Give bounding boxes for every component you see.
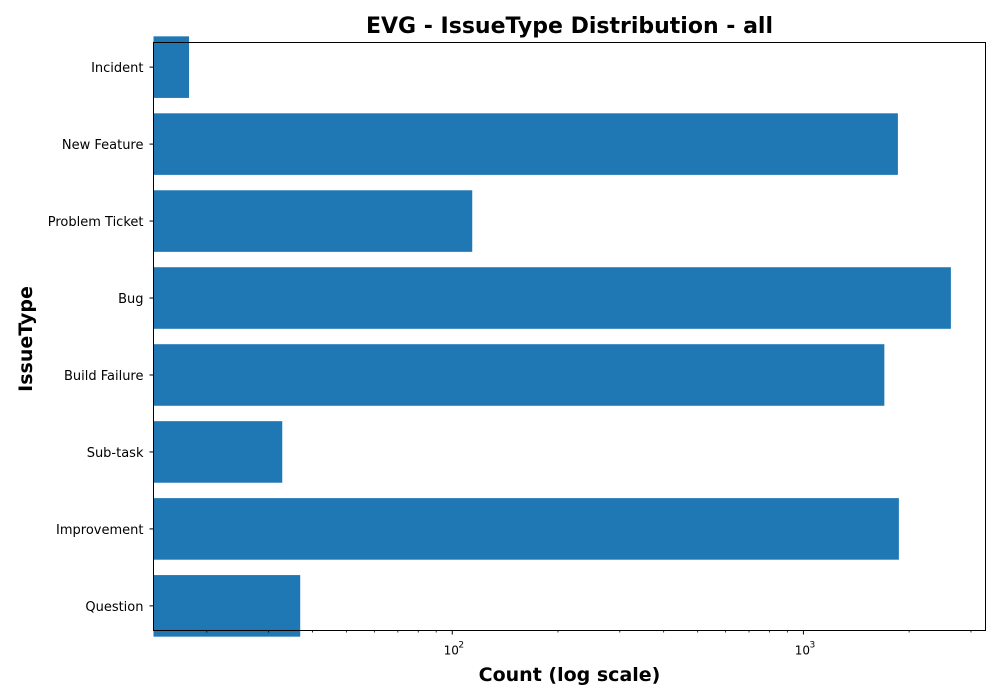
bar-sub-task bbox=[153, 421, 283, 483]
y-tick-label-new-feature: New Feature bbox=[62, 138, 144, 153]
bar-bug bbox=[153, 267, 951, 329]
y-tick-label-improvement: Improvement bbox=[56, 523, 143, 538]
x-tick-label-exponent: 3 bbox=[810, 641, 816, 651]
bars-layer bbox=[153, 36, 951, 637]
y-tick-label-bug: Bug bbox=[118, 292, 143, 307]
y-tick-label-incident: Incident bbox=[91, 61, 143, 76]
y-tick-label-sub-task: Sub-task bbox=[87, 446, 144, 461]
x-tick-label: 10 bbox=[795, 644, 810, 658]
bar-incident bbox=[153, 36, 190, 98]
chart-title: EVG - IssueType Distribution - all bbox=[366, 14, 773, 39]
y-axis-label: IssueType bbox=[15, 286, 37, 392]
ticks-layer: Incident New Feature Problem Ticket Bug Buil… bbox=[48, 61, 972, 658]
y-tick-label-question: Question bbox=[85, 600, 143, 615]
bar-new-feature bbox=[153, 113, 898, 175]
bar-problem-ticket bbox=[153, 190, 473, 252]
y-tick-label-build-failure: Build Failure bbox=[64, 369, 144, 384]
x-tick-label-exponent: 2 bbox=[458, 641, 464, 651]
bar-build-failure bbox=[153, 344, 885, 406]
bar-improvement bbox=[153, 498, 899, 560]
x-axis-label: Count (log scale) bbox=[479, 664, 661, 686]
bar-question bbox=[153, 575, 301, 637]
x-tick-label: 10 bbox=[444, 644, 459, 658]
plot-frame bbox=[153, 42, 986, 631]
y-tick-label-problem-ticket: Problem Ticket bbox=[48, 215, 144, 230]
